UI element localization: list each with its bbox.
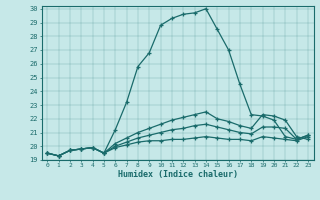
X-axis label: Humidex (Indice chaleur): Humidex (Indice chaleur) (118, 170, 237, 179)
